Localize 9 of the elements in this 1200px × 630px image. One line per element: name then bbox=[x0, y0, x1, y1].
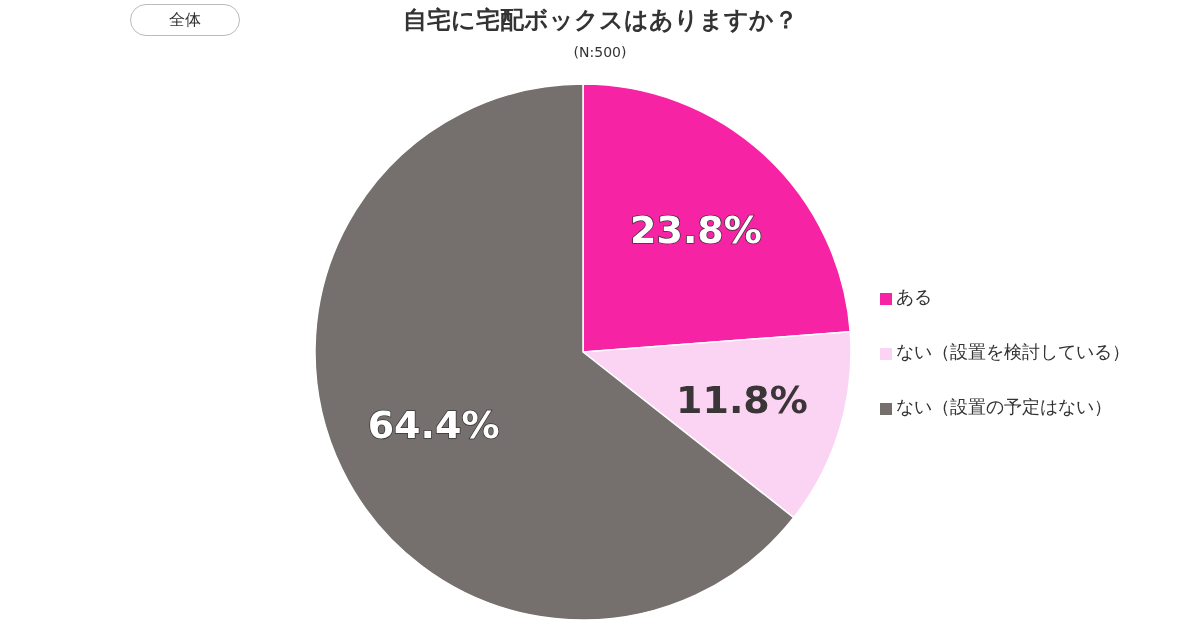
data-label: 11.8% bbox=[676, 378, 808, 423]
chart-subtitle: (N:500) bbox=[572, 44, 628, 60]
legend-label: ない（設置を検討している） bbox=[896, 341, 1130, 362]
data-label: 23.8% bbox=[630, 208, 762, 253]
legend-label: ある bbox=[896, 286, 932, 307]
chart-title: 自宅に宅配ボックスはありますか？ bbox=[402, 6, 798, 34]
legend-label: ない（設置の予定はない） bbox=[896, 396, 1112, 417]
text: 全体 bbox=[130, 4, 240, 36]
data-label: 64.4% bbox=[367, 402, 500, 447]
